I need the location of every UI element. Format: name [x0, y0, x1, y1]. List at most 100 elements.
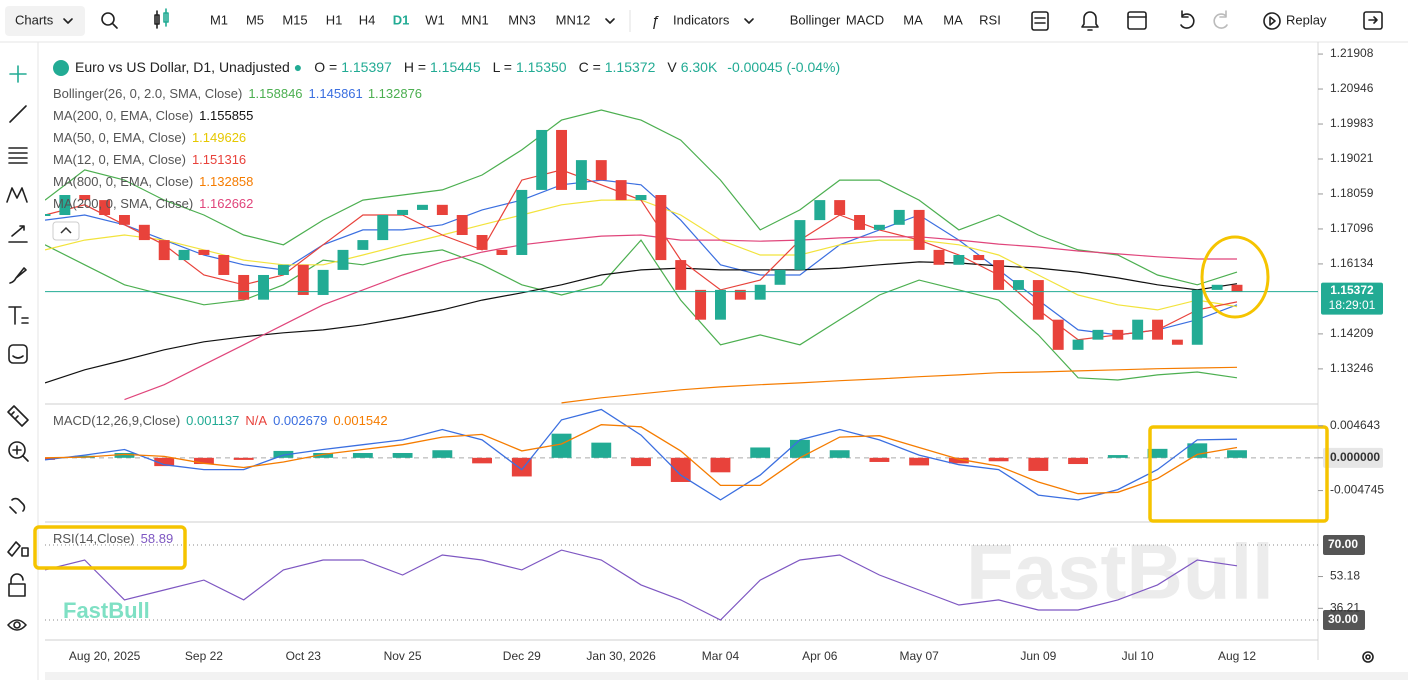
indicator-value: 1.132858 — [199, 174, 253, 189]
indicator-line — [45, 239, 1238, 381]
replay-button[interactable]: Replay — [1286, 12, 1327, 27]
visibility-tool[interactable] — [7, 619, 27, 631]
y-tick-label: 0.000000 — [1330, 450, 1380, 464]
magnet-tool[interactable] — [9, 497, 26, 514]
timeframe-button[interactable]: H4 — [359, 12, 376, 27]
crosshair-tool[interactable] — [9, 65, 27, 83]
indicator-name: RSI(14,Close) — [53, 531, 135, 546]
settings-icon[interactable] — [1362, 651, 1374, 663]
candle — [138, 224, 150, 241]
study-button[interactable]: Bollinger — [790, 12, 841, 27]
timeframe-button[interactable]: M5 — [246, 12, 264, 27]
indicator-value: 1.145861 — [309, 86, 363, 101]
candle — [59, 195, 71, 216]
watermark: FastBull — [966, 528, 1274, 616]
indicator-value: 1.155855 — [199, 108, 253, 123]
histogram-bar — [710, 457, 731, 473]
timeframe-button[interactable]: M15 — [282, 12, 307, 27]
x-tick-label: Mar 04 — [702, 649, 740, 663]
candle — [1112, 329, 1124, 340]
brush-tool[interactable] — [9, 267, 27, 284]
candle — [1152, 319, 1163, 340]
projection-tool[interactable] — [8, 225, 28, 243]
timeframe-button[interactable]: MN1 — [461, 12, 488, 27]
candle — [1132, 319, 1144, 340]
chevron — [744, 18, 754, 24]
candle — [297, 264, 309, 295]
candle — [158, 240, 170, 261]
histogram-bar — [114, 452, 135, 458]
y-tick-label: 36.21 — [1330, 600, 1360, 614]
timeframe-button[interactable]: D1 — [393, 12, 410, 27]
x-tick-label: Nov 25 — [384, 649, 422, 663]
candle — [913, 209, 925, 250]
indicator-value: 1.149626 — [192, 130, 246, 145]
indicator-name: MA(200, 0, SMA, Close) — [53, 196, 193, 211]
indicator-value: N/A — [245, 413, 267, 428]
indicator-legend: MA(200, 0, SMA, Close) 1.162662 — [53, 196, 253, 211]
indicator-value: 1.162662 — [199, 196, 253, 211]
histogram-bar — [352, 452, 373, 458]
axis-tag — [1323, 447, 1383, 468]
y-tick-label: 1.20946 — [1330, 81, 1374, 95]
study-button[interactable]: MACD — [846, 12, 884, 27]
text-tool[interactable] — [8, 306, 29, 325]
emoji-tool[interactable] — [8, 344, 28, 364]
signal-line — [45, 424, 1238, 495]
study-button[interactable]: RSI — [979, 12, 1001, 27]
current-price-label: 1.15372 — [1330, 283, 1374, 297]
candle — [258, 274, 269, 300]
study-button[interactable]: MA — [903, 12, 923, 27]
ruler-tool[interactable] — [7, 405, 29, 427]
x-tick-label: Jan 30, 2026 — [586, 649, 656, 663]
lock-tool[interactable] — [8, 573, 26, 597]
timeframe-button[interactable]: W1 — [425, 12, 445, 27]
timeframe-button[interactable]: MN12 — [556, 12, 591, 27]
pattern-tool[interactable] — [6, 187, 28, 203]
redo-icon[interactable] — [1213, 10, 1228, 29]
candle — [79, 195, 91, 201]
quote-value: 6.30K — [681, 59, 718, 75]
candle-type-icon[interactable] — [154, 8, 169, 29]
fx-icon: ƒ — [651, 13, 659, 30]
candle — [655, 195, 667, 261]
histogram-bar — [194, 457, 214, 465]
timeframe-button[interactable]: M1 — [210, 12, 228, 27]
undo-icon[interactable] — [1180, 10, 1195, 29]
indicator-name: MACD(12,26,9,Close) — [53, 413, 180, 428]
charts-button[interactable] — [5, 6, 85, 36]
status-dot: ● — [294, 59, 302, 75]
fib-tool[interactable] — [8, 147, 28, 164]
replay-icon[interactable] — [1263, 12, 1281, 30]
candle — [496, 249, 508, 255]
search-icon[interactable] — [101, 12, 118, 29]
alert-icon[interactable] — [1081, 11, 1099, 31]
calendar-icon[interactable] — [1127, 11, 1147, 30]
template-icon[interactable] — [1031, 11, 1049, 31]
candle — [953, 254, 965, 265]
histogram-bar — [750, 447, 771, 458]
x-tick-label: Sep 22 — [185, 649, 223, 663]
indicator-value: 0.001542 — [333, 413, 387, 428]
indicator-name: MA(12, 0, EMA, Close) — [53, 152, 186, 167]
candle — [575, 160, 587, 190]
study-button[interactable]: MA — [943, 12, 963, 27]
candle — [675, 260, 687, 290]
macd-pane — [45, 408, 1318, 501]
indicators-button[interactable]: Indicators — [673, 12, 730, 27]
zoom-tool[interactable] — [8, 441, 26, 459]
x-tick-label: Oct 23 — [286, 649, 322, 663]
quote-name: V — [667, 59, 677, 75]
timeframe-button[interactable]: MN3 — [508, 12, 535, 27]
line-tool[interactable] — [9, 105, 27, 123]
lock-drawings-tool[interactable] — [7, 541, 29, 557]
logo: FastBull — [63, 598, 150, 623]
candle — [1231, 284, 1243, 292]
candle — [377, 215, 389, 241]
collapse-legend[interactable] — [52, 221, 80, 241]
rsi-legend: RSI(14,Close) 58.89 — [53, 531, 173, 546]
more-timeframes[interactable] — [605, 18, 615, 24]
timeframe-button[interactable]: H1 — [326, 12, 343, 27]
quote-name: H = — [404, 59, 426, 75]
fullscreen-icon[interactable] — [1363, 11, 1383, 30]
